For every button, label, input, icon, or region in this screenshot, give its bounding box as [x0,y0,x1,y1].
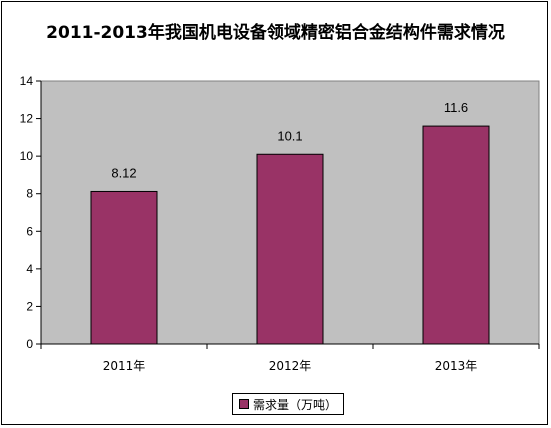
y-tick-label: 2 [26,299,33,313]
data-label: 8.12 [111,165,136,180]
legend-label: 需求量（万吨） [253,397,338,412]
x-category-label: 2013年 [435,359,478,373]
legend-swatch [239,399,249,409]
x-category-label: 2011年 [103,359,146,373]
legend: 需求量（万吨） [232,393,344,415]
y-tick-label: 4 [26,262,33,276]
y-tick-label: 12 [20,112,34,126]
chart-title: 2011-2013年我国机电设备领域精密铝合金结构件需求情况 [46,23,505,43]
y-tick-label: 8 [26,187,33,201]
data-label: 10.1 [277,128,302,143]
x-category-label: 2012年 [269,359,312,373]
bar [256,153,324,345]
y-tick-label: 10 [20,149,34,163]
bar [422,125,490,345]
y-tick-label: 6 [26,224,33,238]
y-tick-label: 14 [20,74,34,88]
bar [90,190,158,345]
data-label: 11.6 [444,100,468,115]
y-tick-label: 0 [26,337,33,351]
